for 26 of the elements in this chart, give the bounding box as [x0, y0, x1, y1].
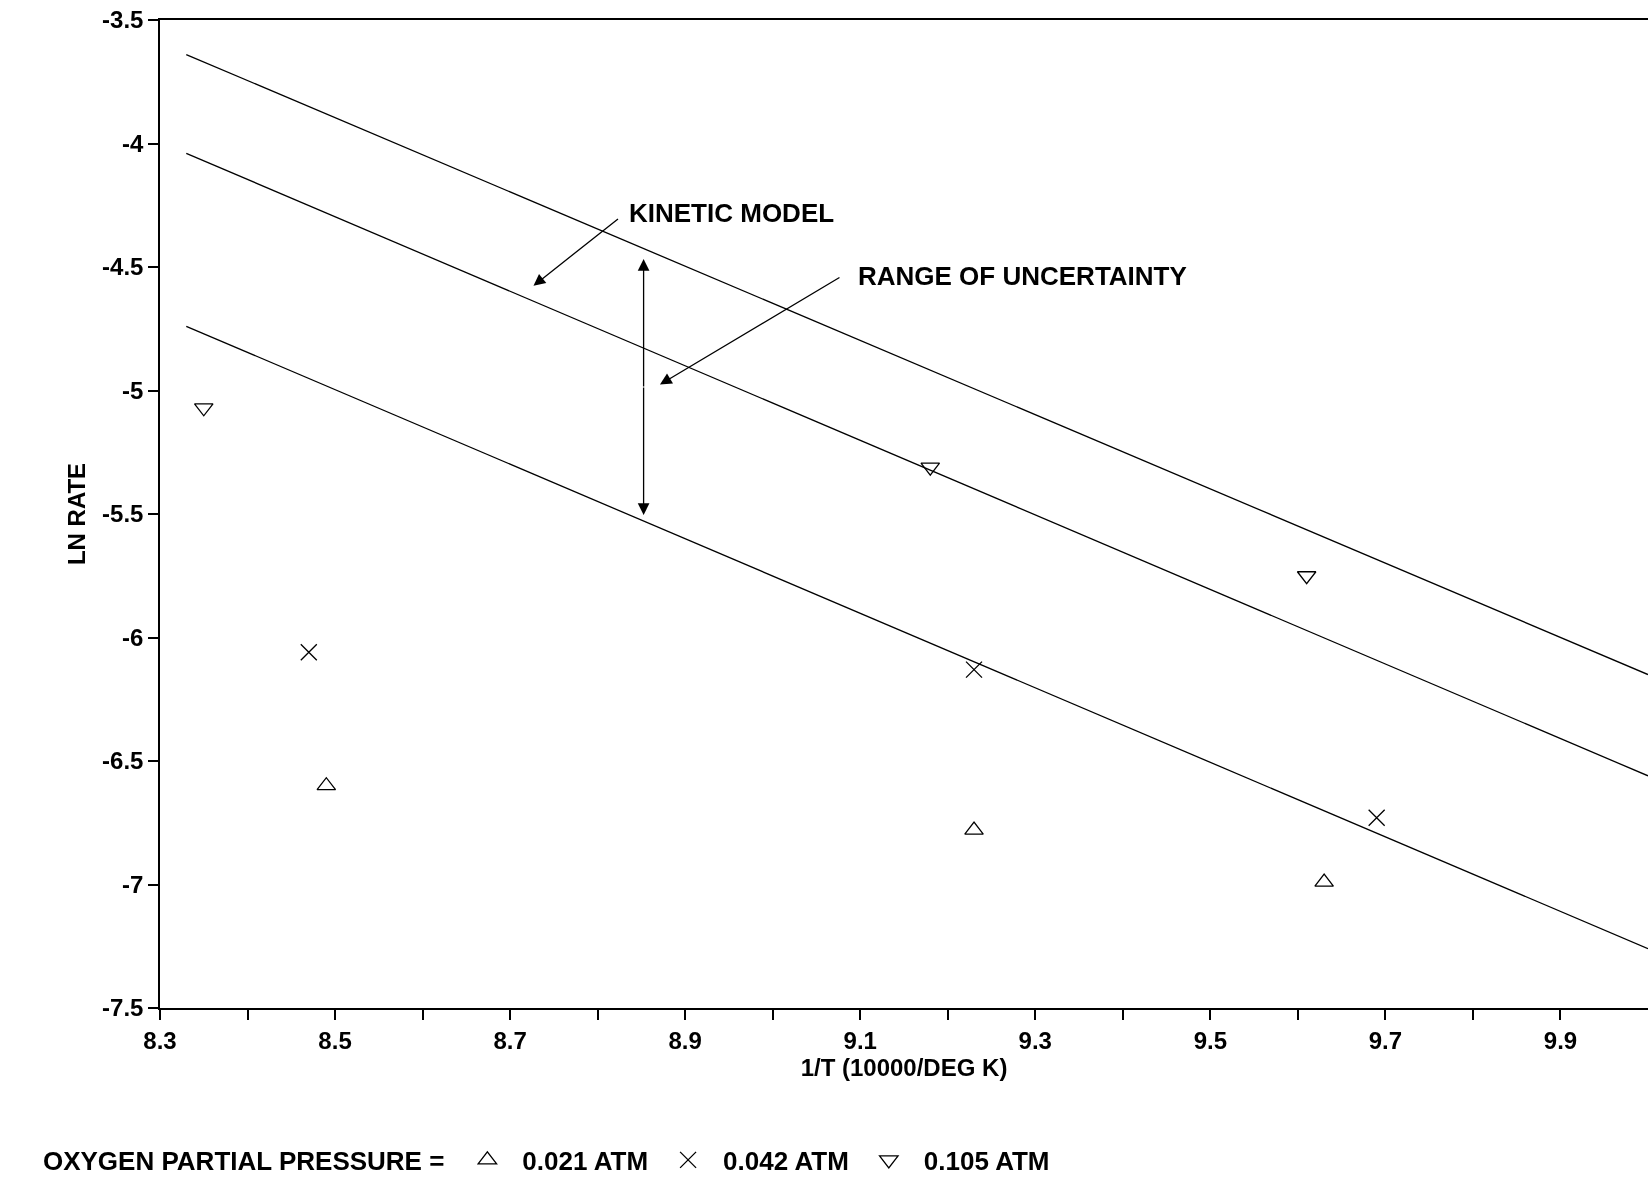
x-tick-label: 9.3 [1018, 1026, 1052, 1054]
x-tick-label: 9.9 [1543, 1026, 1578, 1054]
y-tick-label: -4.5 [102, 253, 144, 281]
y-tick-label: -5.5 [102, 500, 144, 528]
y-tick-label: -3.5 [102, 6, 144, 34]
x-tick-label: 8.9 [668, 1026, 702, 1054]
y-axis-title: LN RATE [62, 462, 90, 566]
annotation: KINETIC MODEL [629, 198, 835, 228]
y-tick-label: -5 [122, 376, 144, 404]
y-tick-label: -6 [122, 623, 144, 651]
x-tick-label: 9.5 [1193, 1026, 1228, 1054]
y-tick-label: -6.5 [102, 747, 144, 775]
x-tick-label: 9.7 [1368, 1026, 1403, 1054]
x-tick-label: 9.1 [843, 1026, 877, 1054]
y-tick-label: -7 [122, 870, 144, 898]
legend-label: 0.042 ATM [723, 1145, 849, 1176]
y-tick-label: -7.5 [102, 994, 144, 1022]
y-tick-label: -4 [122, 129, 145, 157]
x-tick-label: 8.3 [143, 1026, 177, 1054]
legend-label: 0.021 ATM [522, 1145, 649, 1176]
legend-label: 0.105 ATM [923, 1145, 1050, 1176]
legend-title: OXYGEN PARTIAL PRESSURE = [42, 1146, 445, 1177]
x-axis-title: 1/T (10000/DEG K) [800, 1053, 1008, 1081]
x-tick-label: 8.7 [493, 1026, 527, 1054]
x-tick-label: 8.5 [318, 1026, 352, 1054]
annotation: RANGE OF UNCERTAINTY [858, 261, 1187, 291]
